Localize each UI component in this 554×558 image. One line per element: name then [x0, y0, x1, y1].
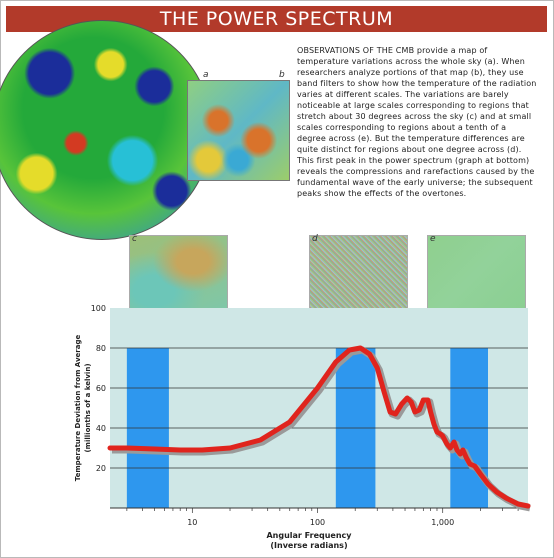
- y-axis-label-units: (millionths of a kelvin): [84, 363, 92, 452]
- panel-label-e: e: [430, 234, 436, 244]
- x-tick-label-1000: 1,000: [431, 518, 454, 527]
- sky-patch-b: [187, 80, 290, 181]
- power-spectrum-curve: [107, 345, 531, 509]
- power-spectrum-chart: 10 100 1,000 20 40 60 80 100 Angular Frequency(I…: [74, 304, 531, 550]
- x-tick-label-100: 100: [310, 518, 325, 527]
- panel-label-d: d: [312, 234, 318, 244]
- cmb-sky-map: [0, 20, 212, 240]
- filtered-map-e: [427, 235, 526, 310]
- x-axis-label-units: (Inverse radians): [270, 541, 347, 550]
- y-tick-label-100: 100: [91, 304, 106, 313]
- panel-label-c: c: [132, 234, 137, 244]
- panel-label-b: b: [279, 70, 285, 80]
- x-tick-label-10: 10: [187, 518, 197, 527]
- description-text: OBSERVATIONS OF THE CMB provide a map of…: [297, 46, 537, 199]
- y-tick-label-60: 60: [96, 384, 106, 393]
- y-axis-label: Temperature Deviation from Average: [74, 335, 82, 482]
- y-tick-label-80: 80: [96, 344, 106, 353]
- y-tick-label-40: 40: [96, 424, 106, 433]
- x-axis-label: Angular Frequency: [266, 531, 352, 540]
- filtered-map-c: [129, 235, 228, 310]
- y-tick-label-20: 20: [96, 464, 106, 473]
- panel-label-a: a: [203, 70, 209, 80]
- filtered-map-d: [309, 235, 408, 310]
